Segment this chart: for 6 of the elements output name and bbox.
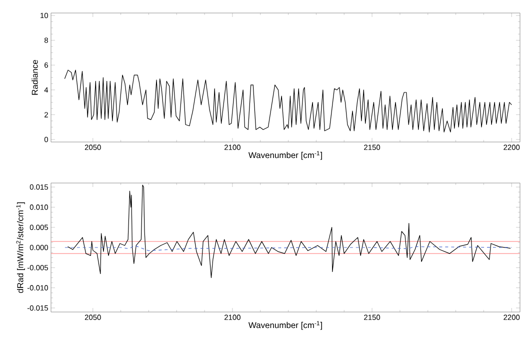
line-series: [67, 184, 511, 278]
y-axis-title: dRad [mW/m$^{2}$/ster/cm$^{-1}$]: [16, 202, 25, 293]
x-axis-title: Wavenumber [cm$^{-1}$]: [248, 151, 322, 160]
x-axis-title: Wavenumber [cm$^{-1}$]: [248, 321, 322, 330]
y-axis-title: Radiance: [32, 60, 38, 95]
line-series: [64, 70, 512, 132]
